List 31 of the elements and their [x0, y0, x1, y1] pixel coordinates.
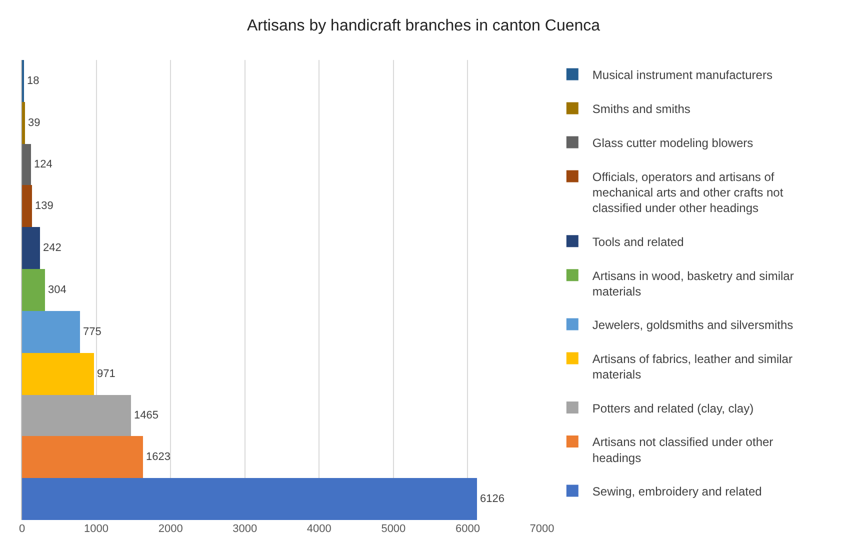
- x-tick-label: 0: [18, 523, 26, 535]
- data-label: 6126: [480, 493, 504, 505]
- legend-label: Tools and related: [592, 234, 684, 249]
- legend-label: Jewelers, goldsmiths and silversmiths: [592, 318, 794, 332]
- data-label: 1623: [146, 451, 170, 463]
- data-label: 971: [97, 368, 116, 380]
- legend-label: Smiths and smiths: [592, 102, 690, 116]
- data-label: 139: [35, 200, 54, 212]
- legend-label: Officials, operators and artisans of mechanical arts and other crafts not classified under other headings: [592, 170, 784, 216]
- data-label: 304: [48, 284, 66, 296]
- legend-label: Artisans not classified under other headings: [592, 435, 774, 465]
- x-tick-label: 4000: [306, 523, 332, 535]
- data-label: 242: [43, 242, 62, 254]
- data-label: 1465: [134, 410, 158, 422]
- legend-label: Potters and related (clay, clay): [592, 401, 754, 416]
- chart-title: Artisans by handicraft branches in canton Cuenca: [246, 18, 600, 35]
- x-tick-label: 3000: [232, 523, 258, 535]
- legend-label: Artisans of fabrics, leather and similar materials: [592, 352, 792, 382]
- x-tick-label: 7000: [530, 523, 554, 535]
- x-tick-label: 2000: [158, 523, 183, 535]
- x-tick-label: 1000: [84, 523, 109, 535]
- legend-label: Musical instrument manufacturers: [592, 68, 772, 82]
- legend-label: Sewing, embroidery and related: [592, 484, 762, 499]
- data-label: 775: [83, 326, 102, 338]
- x-tick-label: 5000: [381, 523, 406, 535]
- data-label: 18: [27, 75, 40, 87]
- x-tick-label: 6000: [455, 523, 480, 535]
- data-label: 39: [28, 117, 40, 129]
- legend-label: Artisans in wood, basketry and similar materials: [592, 268, 794, 298]
- data-label: 124: [34, 158, 52, 170]
- legend-label: Glass cutter modeling blowers: [592, 136, 754, 150]
